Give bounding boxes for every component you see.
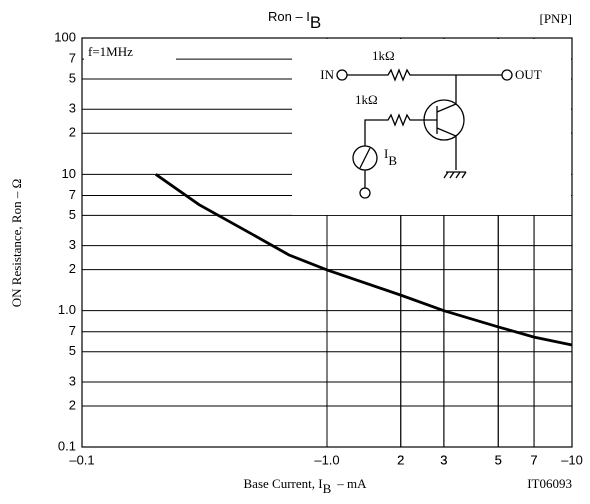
y-axis-label: ON Resistance, Ron – Ω xyxy=(9,179,24,307)
out-label: OUT xyxy=(515,67,542,82)
title-main: Ron – I xyxy=(268,9,310,24)
y-tick-label: 2 xyxy=(69,125,76,140)
y-tick-label: 2 xyxy=(69,261,76,276)
x-tick-label: –0.1 xyxy=(69,452,94,467)
curve xyxy=(154,173,573,347)
y-tick-label: 2 xyxy=(69,397,76,412)
condition-box xyxy=(84,42,176,62)
tag: [PNP] xyxy=(539,11,572,26)
chart-title: Ron – IB xyxy=(268,9,321,32)
x-label-sub: B xyxy=(323,481,332,496)
y-tick-label: 7 xyxy=(69,323,76,338)
curve-layer xyxy=(154,173,573,347)
y-tick-label: 100 xyxy=(54,29,76,44)
y-tick-label: 0.1 xyxy=(58,438,76,453)
y-tick-label: 3 xyxy=(69,373,76,388)
source-main: I xyxy=(384,146,388,161)
y-tick-label: 3 xyxy=(69,101,76,116)
y-tick-label: 10 xyxy=(62,166,76,181)
x-axis-label: Base Current, IB – mA xyxy=(244,476,368,496)
plot-frame xyxy=(81,37,573,448)
x-tick-label: 5 xyxy=(495,452,502,467)
x-tick-label: 3 xyxy=(440,452,447,467)
x-tick-label: 2 xyxy=(397,452,404,467)
r1-label: 1kΩ xyxy=(372,48,395,63)
figure-id: IT06093 xyxy=(527,476,572,491)
source-label: IB xyxy=(384,146,397,168)
r2-label: 1kΩ xyxy=(355,92,378,107)
circuit xyxy=(336,68,513,199)
y-tick-label: 3 xyxy=(69,237,76,252)
inset-box xyxy=(292,39,571,215)
y-tick-label: 7 xyxy=(69,187,76,202)
condition: f=1MHz xyxy=(88,44,133,59)
title-sub: B xyxy=(310,13,321,32)
y-tick-label: 1.0 xyxy=(58,302,76,317)
x-label-main: Base Current, I xyxy=(244,476,323,491)
in-label: IN xyxy=(320,67,334,82)
source-sub: B xyxy=(388,153,397,168)
x-tick-label: –1.0 xyxy=(314,452,339,467)
x-tick-label: 7 xyxy=(530,452,537,467)
y-tick-label: 5 xyxy=(69,343,76,358)
x-tick-label: 2 xyxy=(397,452,404,467)
x-tick-label: 5 xyxy=(495,452,502,467)
x-tick-label: 7 xyxy=(530,452,537,467)
x-tick-label: 3 xyxy=(440,452,447,467)
y-tick-label: 5 xyxy=(69,207,76,222)
x-label-unit: – mA xyxy=(336,476,367,491)
y-tick-label: 7 xyxy=(69,51,76,66)
y-tick-label: 5 xyxy=(69,70,76,85)
x-tick-label: –10 xyxy=(561,452,583,467)
